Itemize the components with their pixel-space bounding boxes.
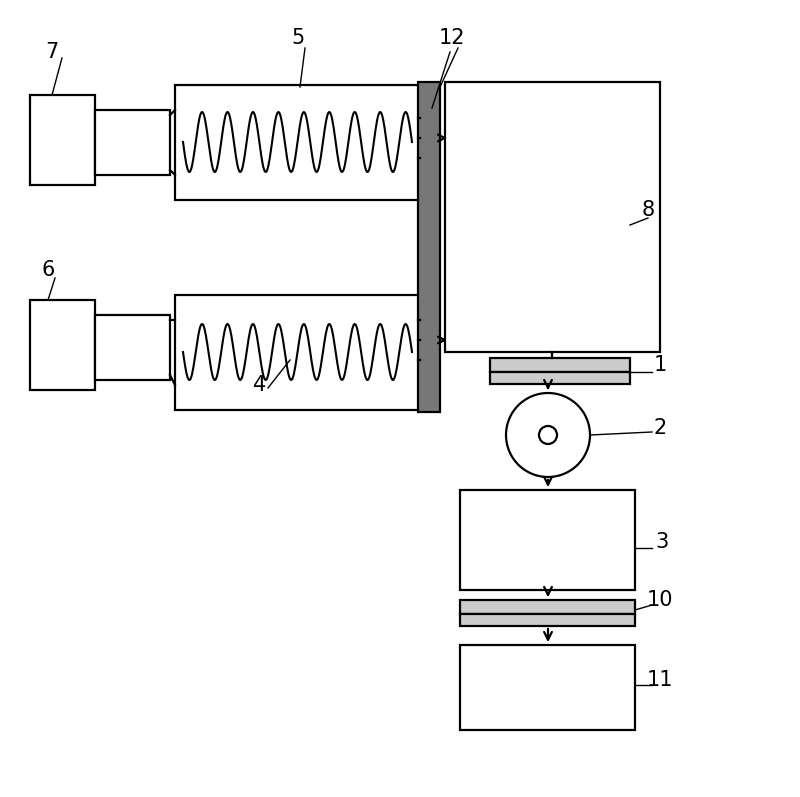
Text: 7: 7 bbox=[46, 42, 58, 62]
Circle shape bbox=[539, 426, 557, 444]
Text: 1: 1 bbox=[654, 355, 666, 375]
Text: 11: 11 bbox=[646, 670, 674, 690]
Text: 8: 8 bbox=[642, 200, 654, 220]
Text: 10: 10 bbox=[646, 590, 674, 610]
Circle shape bbox=[506, 393, 590, 477]
Bar bbox=[95, 315, 170, 380]
Bar bbox=[30, 300, 95, 390]
Text: 6: 6 bbox=[42, 260, 54, 280]
Text: 5: 5 bbox=[291, 28, 305, 48]
Bar bbox=[445, 82, 660, 352]
Bar bbox=[460, 600, 635, 614]
Bar bbox=[460, 614, 635, 626]
Bar bbox=[460, 490, 635, 590]
Text: 3: 3 bbox=[655, 532, 669, 552]
Bar bbox=[30, 95, 95, 185]
Bar bbox=[175, 85, 420, 200]
Bar bbox=[490, 372, 630, 384]
Text: 2: 2 bbox=[654, 418, 666, 438]
Bar bbox=[490, 358, 630, 372]
Text: 4: 4 bbox=[254, 375, 266, 395]
Text: 12: 12 bbox=[438, 28, 466, 48]
Bar bbox=[175, 295, 420, 410]
Bar bbox=[460, 645, 635, 730]
Bar bbox=[418, 82, 440, 412]
Bar bbox=[95, 110, 170, 175]
